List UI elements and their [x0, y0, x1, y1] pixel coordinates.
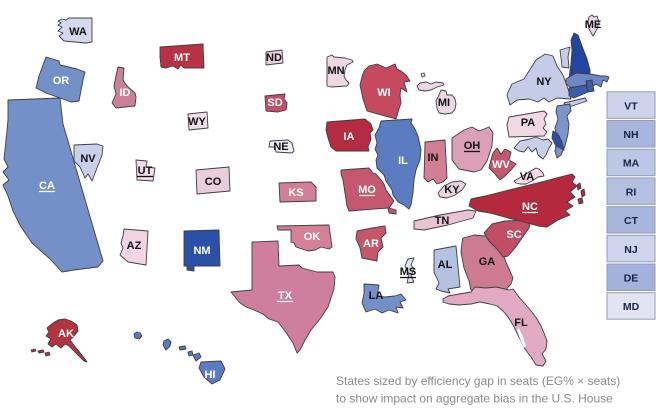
svg-text:IN: IN: [428, 152, 439, 164]
svg-text:VA: VA: [520, 171, 535, 183]
svg-text:WV: WV: [492, 159, 510, 171]
svg-text:AK: AK: [58, 328, 74, 340]
svg-text:NC: NC: [522, 201, 538, 213]
svg-text:CO: CO: [205, 176, 222, 188]
svg-text:WI: WI: [377, 87, 390, 99]
svg-text:KY: KY: [444, 184, 460, 196]
svg-text:UT: UT: [138, 165, 153, 177]
svg-text:MS: MS: [400, 266, 417, 278]
svg-text:KS: KS: [288, 187, 303, 199]
svg-text:NV: NV: [80, 153, 96, 165]
svg-text:TN: TN: [435, 215, 450, 227]
svg-text:GA: GA: [479, 256, 496, 268]
svg-text:NJ: NJ: [624, 244, 638, 256]
svg-text:MN: MN: [327, 65, 344, 77]
svg-text:RI: RI: [626, 186, 637, 198]
svg-text:ID: ID: [120, 87, 131, 99]
svg-text:TX: TX: [278, 290, 293, 302]
svg-text:VT: VT: [624, 100, 638, 112]
svg-text:NY: NY: [536, 76, 552, 88]
svg-text:MD: MD: [623, 301, 640, 313]
svg-text:to show impact on aggregate bi: to show impact on aggregate bias in the …: [336, 392, 613, 406]
svg-text:NH: NH: [623, 129, 638, 141]
svg-text:DE: DE: [624, 273, 639, 285]
svg-text:NE: NE: [273, 141, 288, 153]
svg-text:LA: LA: [369, 290, 384, 302]
svg-text:ME: ME: [585, 19, 602, 31]
svg-text:NM: NM: [193, 245, 210, 257]
svg-text:MI: MI: [438, 97, 450, 109]
svg-text:AL: AL: [438, 259, 453, 271]
svg-text:FL: FL: [514, 317, 528, 329]
svg-text:MA: MA: [623, 158, 640, 170]
svg-text:SC: SC: [506, 229, 521, 241]
svg-text:OH: OH: [464, 140, 481, 152]
svg-text:States sized by efficiency gap: States sized by efficiency gap in seats …: [336, 374, 620, 388]
svg-text:CT: CT: [624, 215, 639, 227]
svg-text:HI: HI: [205, 369, 216, 381]
svg-text:IA: IA: [344, 131, 355, 143]
svg-text:CA: CA: [39, 180, 55, 192]
svg-text:OK: OK: [304, 231, 321, 243]
svg-text:ND: ND: [266, 52, 282, 64]
svg-text:MO: MO: [358, 184, 376, 196]
svg-text:AZ: AZ: [127, 240, 142, 252]
svg-text:SD: SD: [267, 97, 282, 109]
svg-text:PA: PA: [521, 117, 536, 129]
svg-text:WA: WA: [69, 26, 87, 38]
svg-text:MT: MT: [174, 52, 190, 64]
svg-text:AR: AR: [363, 238, 379, 250]
svg-text:WY: WY: [188, 116, 206, 128]
svg-text:OR: OR: [53, 75, 70, 87]
svg-text:IL: IL: [398, 155, 408, 167]
